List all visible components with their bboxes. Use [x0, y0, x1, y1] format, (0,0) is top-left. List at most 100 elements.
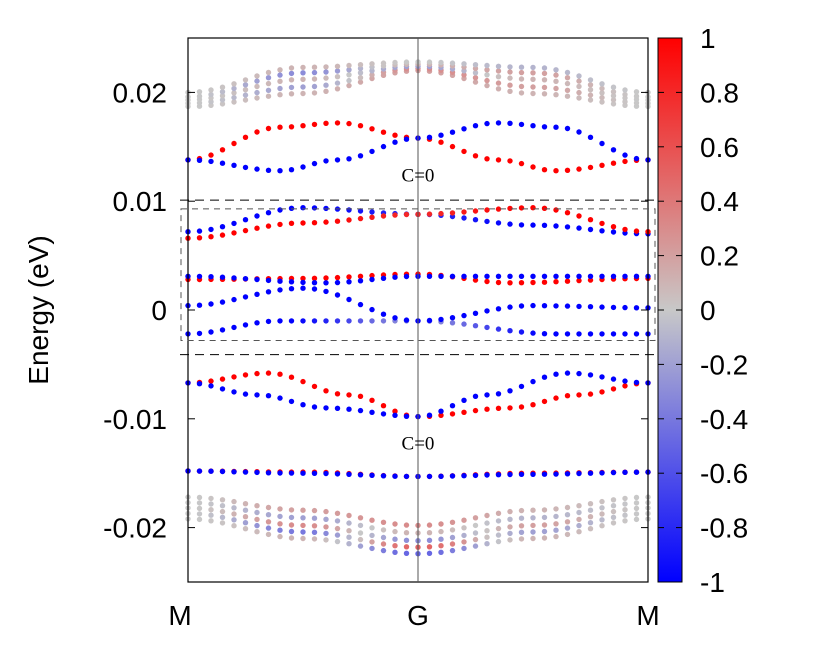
band-point	[357, 123, 364, 129]
band-point	[576, 83, 582, 90]
band-point	[219, 93, 226, 99]
band-point	[633, 500, 640, 506]
band-point	[438, 408, 444, 414]
band-point	[426, 522, 433, 528]
band-point	[265, 531, 272, 538]
x-tick-label: M	[168, 600, 191, 631]
band-point	[403, 544, 410, 550]
band-point	[461, 532, 467, 539]
band-point	[311, 280, 318, 286]
band-point	[553, 533, 559, 540]
band-point	[369, 306, 375, 313]
band-point	[346, 541, 352, 547]
colorbar-tick-label: -0.2	[700, 349, 748, 380]
band-point	[346, 217, 352, 223]
band-point	[518, 515, 525, 521]
band-point	[610, 160, 617, 166]
band-point	[311, 76, 318, 82]
band-point	[196, 228, 203, 234]
band-point	[346, 512, 352, 519]
band-point	[599, 331, 605, 337]
band-point	[610, 224, 617, 230]
band-point	[357, 301, 364, 308]
band-point	[357, 522, 364, 529]
band-point	[323, 64, 329, 70]
band-point	[541, 273, 548, 279]
band-point	[369, 61, 375, 67]
band-point	[334, 274, 341, 281]
band-point	[610, 503, 617, 509]
band-point	[633, 469, 640, 475]
band-point	[334, 218, 341, 224]
band-point	[472, 65, 479, 72]
band-point	[541, 522, 548, 528]
band-point	[334, 157, 341, 163]
band-point	[196, 500, 203, 506]
band-point	[518, 64, 525, 70]
band-point	[622, 501, 628, 507]
band-point	[242, 501, 249, 507]
band-point	[288, 318, 295, 324]
band-point	[518, 523, 525, 529]
band-point	[576, 129, 582, 135]
band-point	[622, 469, 628, 475]
band-point	[564, 331, 571, 337]
annotations: C=0 C=0	[402, 166, 435, 455]
band-point	[403, 317, 410, 323]
band-point	[277, 521, 283, 527]
band-point	[610, 304, 617, 311]
band-point	[323, 158, 329, 164]
band-point	[288, 70, 295, 77]
band-bottom-band-5	[185, 516, 651, 557]
band-point	[564, 370, 571, 376]
band-point	[265, 470, 272, 476]
band-point	[610, 386, 617, 392]
band-point	[231, 90, 237, 96]
band-point	[484, 72, 490, 78]
band-point	[403, 522, 410, 528]
band-point	[288, 84, 295, 91]
band-point	[196, 93, 203, 99]
band-point	[300, 285, 306, 291]
colorbar-tick-label: 0	[700, 295, 716, 326]
band-point	[392, 528, 398, 535]
band-point	[208, 518, 214, 524]
band-point	[208, 301, 214, 307]
band-point	[484, 207, 490, 213]
band-point	[357, 79, 364, 85]
band-point	[472, 543, 479, 549]
band-point	[242, 134, 249, 140]
band-point	[288, 279, 295, 285]
band-point	[392, 521, 398, 527]
band-point	[334, 510, 341, 516]
chern-annotation: C=0	[402, 166, 435, 187]
band-point	[507, 280, 513, 286]
band-point	[277, 506, 283, 512]
band-point	[495, 391, 502, 397]
band-point	[449, 273, 456, 279]
band-point	[334, 74, 341, 80]
band-point	[495, 532, 502, 538]
band-point	[242, 164, 249, 171]
band-point	[254, 83, 260, 90]
band-point	[369, 68, 375, 74]
band-point	[403, 473, 410, 480]
band-point	[553, 273, 559, 279]
band-point	[277, 371, 283, 377]
band-point	[403, 211, 410, 218]
band-point	[484, 273, 490, 279]
band-point	[484, 62, 490, 69]
band-point	[277, 124, 283, 130]
band-point	[518, 507, 525, 514]
band-point	[392, 139, 398, 145]
band-point	[346, 72, 352, 78]
band-point	[323, 82, 329, 88]
band-point	[438, 59, 444, 66]
band-point	[541, 471, 548, 477]
band-point	[576, 95, 582, 101]
band-point	[254, 291, 260, 297]
band-point	[587, 526, 594, 532]
band-point	[288, 374, 295, 380]
band-point	[449, 129, 456, 135]
band-point	[346, 534, 352, 540]
